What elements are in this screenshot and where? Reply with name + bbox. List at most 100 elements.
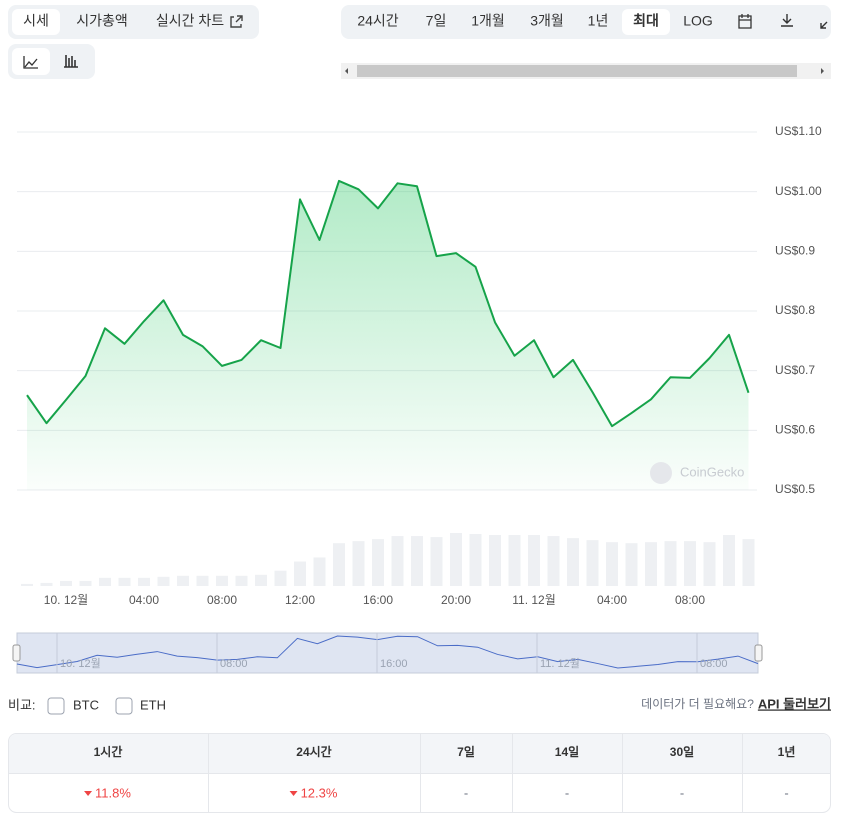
external-icon (230, 15, 243, 28)
volume-bar (294, 561, 306, 586)
table-header: 1년 (778, 745, 796, 759)
volume-bar (489, 535, 501, 586)
range-button[interactable]: LOG (683, 13, 713, 29)
volume-bar (586, 540, 599, 586)
navigator-label: 16:00 (380, 658, 408, 670)
price-line (26, 179, 750, 428)
volume-bar (411, 536, 423, 586)
x-tick-label: 08:00 (675, 593, 705, 607)
tab-active[interactable] (12, 9, 60, 35)
navigator-handle[interactable] (12, 644, 21, 662)
volume-bar (255, 574, 267, 586)
range-button[interactable]: 1개월 (471, 13, 505, 29)
volume-bar (645, 542, 657, 586)
volume-bar (40, 582, 53, 586)
volume-bar (21, 583, 33, 586)
volume-bar (391, 536, 404, 586)
checkbox[interactable] (115, 697, 133, 715)
volume-bar (99, 577, 111, 586)
volume-bar (216, 575, 228, 586)
range-button[interactable]: 1년 (588, 13, 609, 29)
navigator-label: 10. 12월 (60, 657, 101, 670)
download-icon[interactable] (781, 14, 793, 27)
volume-bar (664, 541, 677, 586)
navigator-line (16, 635, 759, 669)
volume-bar (450, 533, 462, 586)
scroll-thumb[interactable] (357, 65, 797, 77)
range-group (341, 5, 831, 39)
volume-bar (157, 576, 170, 586)
expand-icon[interactable] (820, 21, 828, 29)
compare-option[interactable]: BTC (73, 697, 99, 712)
table-header: 30일 (670, 745, 694, 759)
table-cell: - (565, 785, 569, 800)
range-active[interactable] (622, 9, 670, 35)
volume-bar (430, 537, 443, 586)
x-tick-label: 16:00 (363, 593, 393, 607)
table-cell: 12.3% (301, 785, 338, 800)
volume-bar (138, 577, 150, 586)
volume-bar (625, 543, 638, 586)
range-button[interactable]: 7일 (426, 13, 447, 29)
y-tick-label: US$0.6 (775, 423, 815, 437)
y-tick-label: US$0.9 (775, 244, 815, 258)
range-button[interactable]: 3개월 (530, 13, 564, 29)
range-button[interactable]: 24시간 (357, 13, 398, 29)
x-tick-label: 20:00 (441, 593, 471, 607)
x-tick-label: 12:00 (285, 593, 315, 607)
navigator-label: 08:00 (700, 658, 728, 670)
volume-bar (60, 580, 72, 586)
volume-bar (547, 536, 560, 586)
x-tick-label: 04:00 (129, 593, 159, 607)
down-arrow (84, 791, 93, 796)
y-tick-label: US$0.7 (775, 363, 815, 377)
volume-bar (352, 541, 365, 586)
volume-bar (372, 539, 384, 586)
table-header: 7일 (457, 745, 475, 759)
tab[interactable]: 시세 (23, 13, 49, 29)
volume-bar (313, 557, 326, 586)
table-header: 24시간 (296, 744, 331, 759)
volume-bar (723, 535, 735, 586)
compare-label: 비교: (8, 697, 36, 712)
volume-bar (703, 542, 716, 586)
y-tick-label: US$0.8 (775, 303, 815, 317)
volume-bar (235, 575, 248, 586)
volume-bar (177, 575, 189, 586)
tab[interactable]: 실시간 차트 (156, 13, 224, 29)
volume-bar (528, 535, 540, 586)
compare-option[interactable]: ETH (140, 697, 166, 712)
calendar-icon[interactable] (738, 14, 752, 29)
navigator-handle[interactable] (754, 644, 763, 662)
volume-bar (742, 539, 755, 586)
volume-bar (118, 577, 131, 586)
down-arrow (289, 791, 298, 796)
range-button[interactable]: 최대 (633, 13, 659, 29)
y-tick-label: US$0.5 (775, 482, 815, 496)
navigator-label: 11. 12월 (540, 657, 580, 670)
table-header: 1시간 (94, 744, 123, 759)
tab-group (8, 5, 259, 39)
table-cell: - (464, 785, 468, 800)
line-icon (23, 56, 38, 69)
table-header-bg (9, 734, 830, 773)
x-tick-label: 10. 12월 (44, 593, 88, 607)
volume-bar (196, 575, 209, 586)
table-cell: - (680, 785, 684, 800)
watermark: CoinGecko (650, 462, 744, 484)
candle-icon[interactable] (64, 55, 78, 68)
volume-bar (333, 543, 345, 586)
volume-bar (79, 580, 92, 586)
y-tick-label: US$1.00 (775, 184, 822, 198)
volume-bar (684, 541, 696, 586)
volume-bar (469, 534, 482, 586)
volume-bar (274, 570, 287, 586)
line-style-button[interactable] (12, 48, 50, 75)
volume-bar (606, 542, 618, 586)
api-link[interactable]: API 둘러보기 (758, 696, 831, 711)
watermark-text: CoinGecko (680, 464, 744, 479)
checkbox[interactable] (47, 697, 65, 715)
tab[interactable]: 시가총액 (76, 13, 128, 29)
y-tick-label: US$1.10 (775, 124, 822, 138)
